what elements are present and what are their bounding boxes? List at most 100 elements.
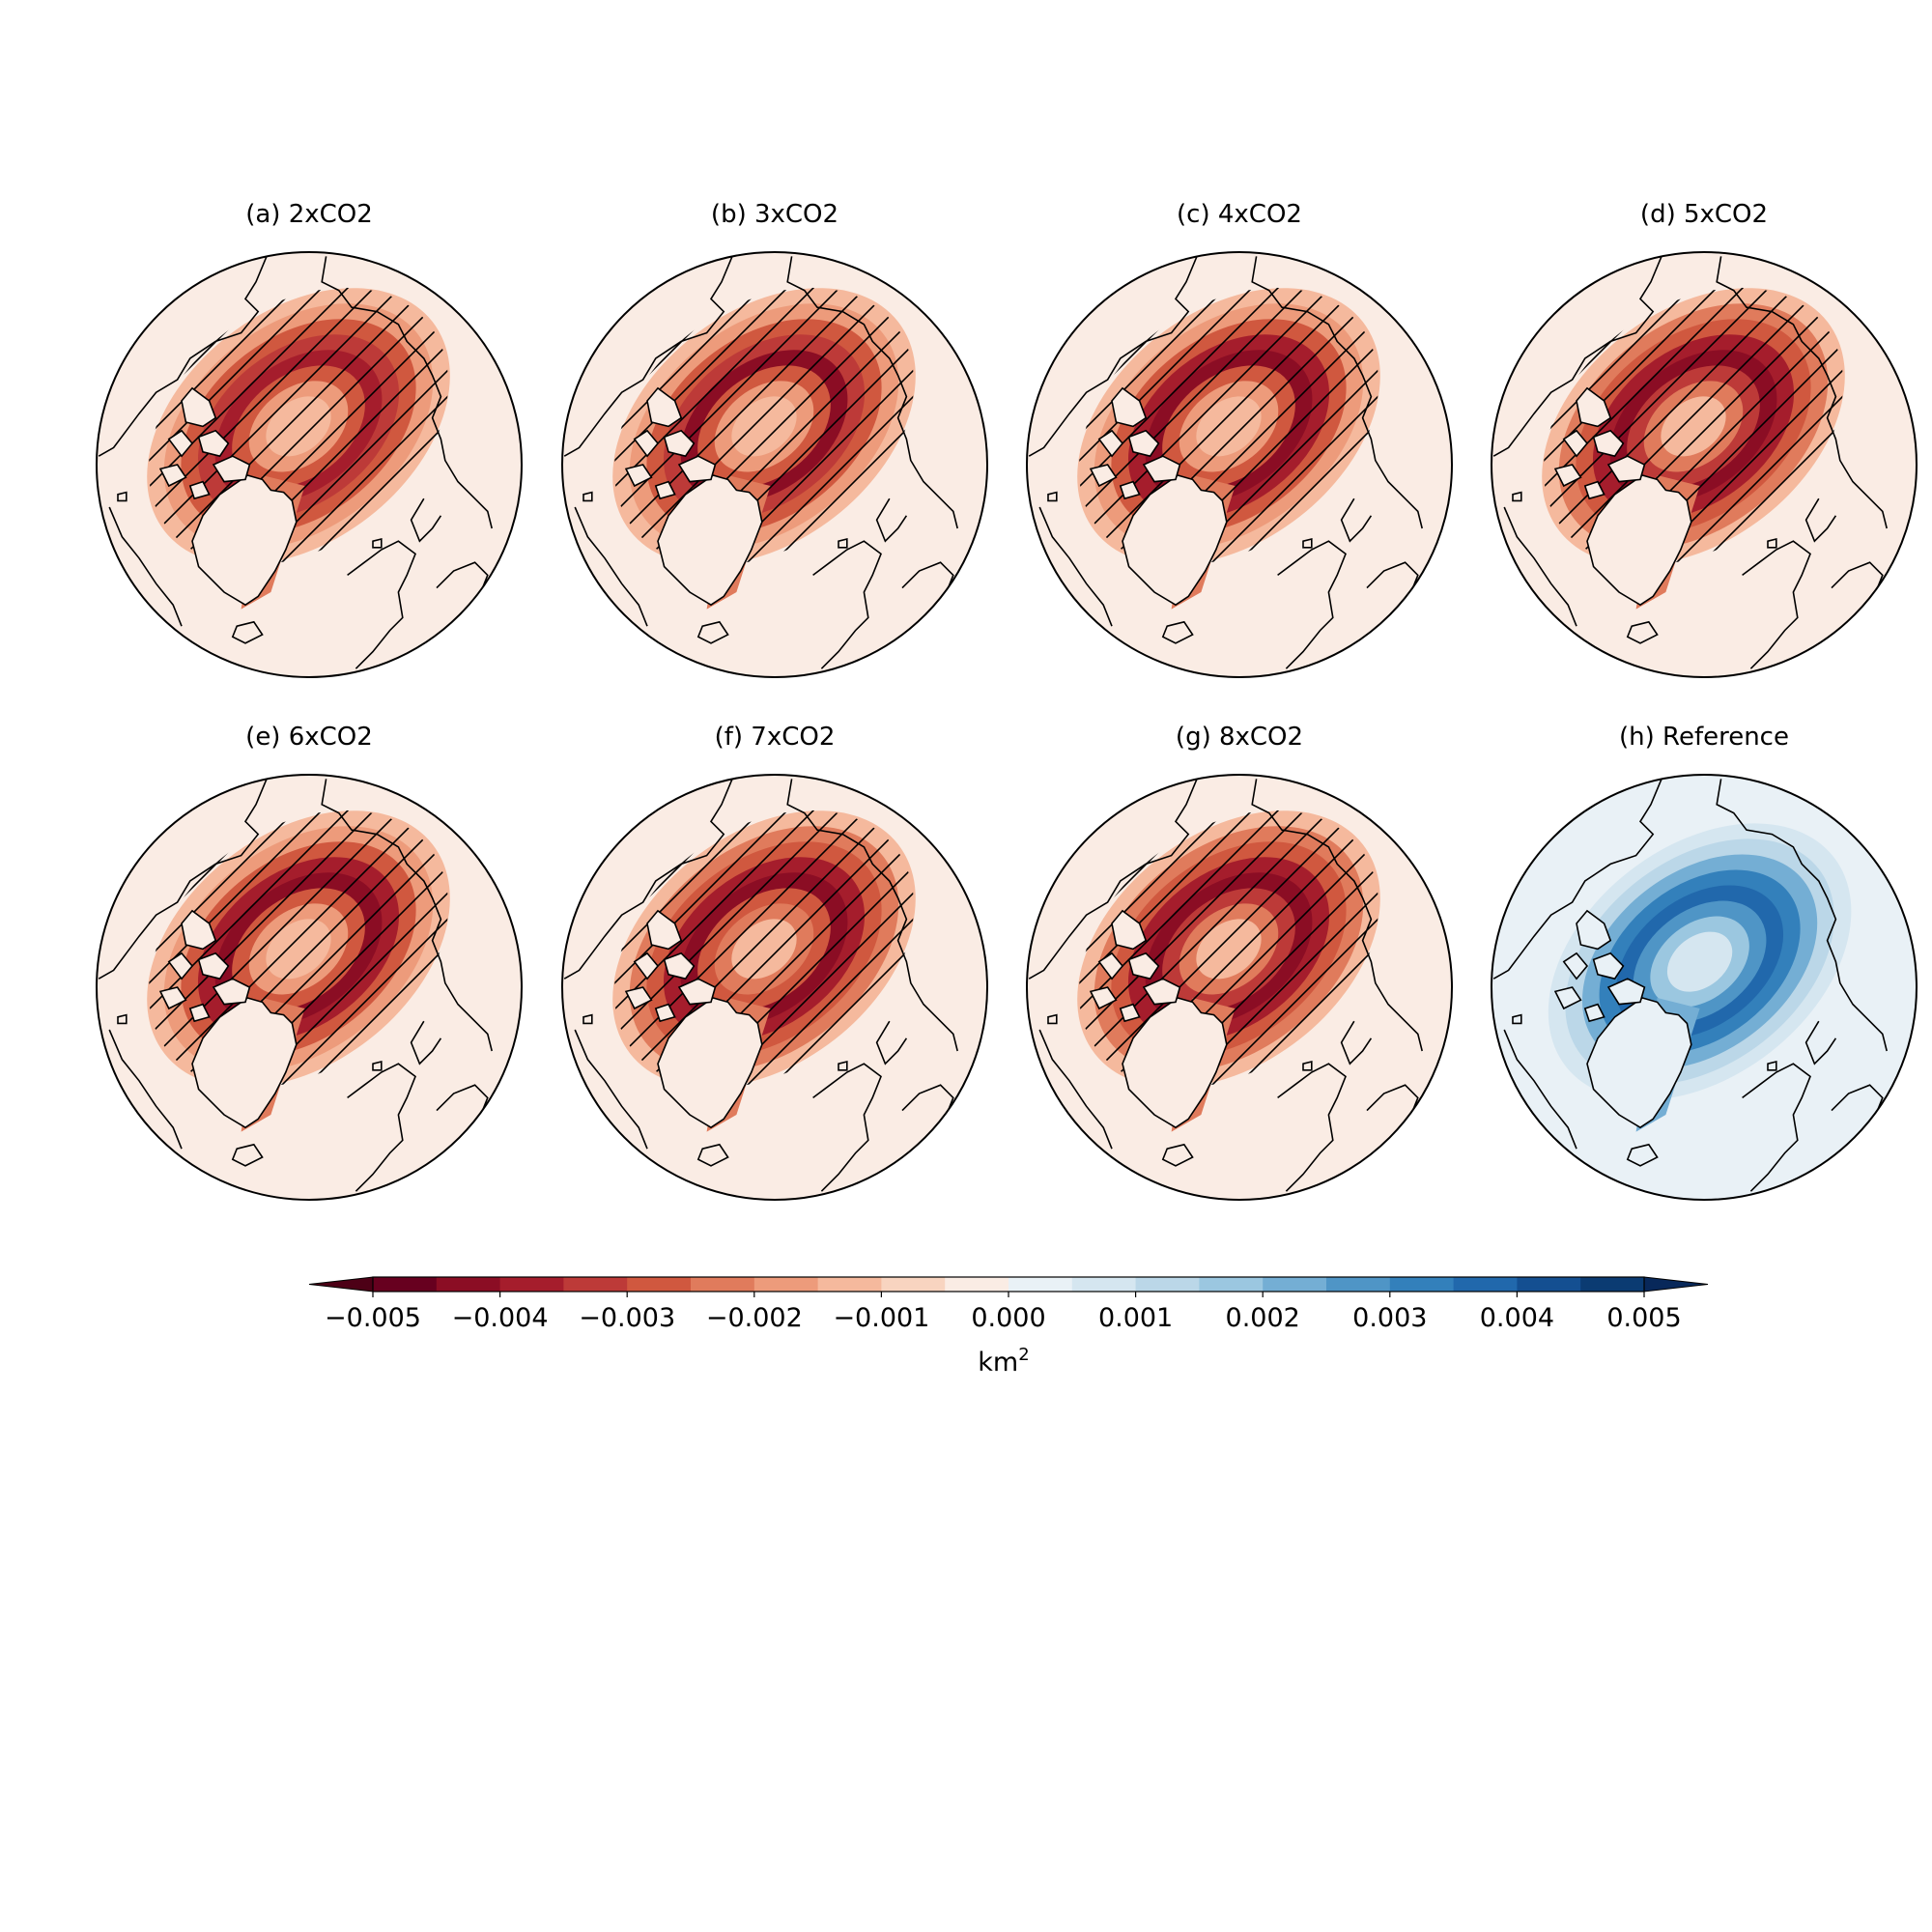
coastline — [1028, 256, 1198, 457]
coastline — [347, 1063, 416, 1192]
island-outline — [633, 952, 660, 980]
coastline — [347, 540, 416, 669]
panel-title: (g) 8xCO2 — [1176, 723, 1303, 752]
island-outline — [1089, 464, 1118, 488]
island-outline — [1562, 952, 1589, 980]
ice-field-band — [731, 396, 797, 457]
map-panels: (a) 2xCO2 (b) 3xCO2 (c) 4xCO2 (d) 5xCO2 (e) … — [96, 200, 1918, 1201]
hatch-line — [1027, 252, 1341, 623]
island-outline — [646, 386, 683, 428]
island-outline — [696, 620, 729, 644]
coastline — [563, 779, 733, 980]
panel-title: (c) 4xCO2 — [1177, 200, 1302, 229]
map-panel-c: (c) 4xCO2 — [1026, 200, 1453, 678]
map-content — [562, 775, 987, 1200]
colorbar-swatch — [499, 1277, 564, 1292]
coastlines — [98, 256, 493, 669]
coastline — [812, 540, 882, 669]
ice-field-band — [266, 919, 331, 980]
hatch-line — [97, 252, 384, 623]
island-outline — [1767, 537, 1777, 549]
island-outline — [181, 909, 217, 951]
colorbar-swatch — [563, 1277, 628, 1292]
coastline — [1492, 256, 1662, 457]
coastlines — [563, 256, 958, 669]
hatch-line — [1492, 252, 1805, 623]
colorbar: −0.005 −0.004 −0.003 −0.002 −0.001 0.000 0.001… — [308, 1276, 1709, 1378]
island-outline — [663, 952, 696, 980]
island-outline — [1592, 952, 1625, 980]
island-outline — [1767, 1060, 1777, 1071]
colorbar-tick-label: −0.003 — [579, 1303, 675, 1333]
map-boundary — [1026, 774, 1453, 1201]
map-panel-f: (f) 7xCO2 — [561, 723, 988, 1201]
island-outline — [1562, 429, 1589, 458]
island-outline — [212, 455, 251, 483]
island-outline — [1606, 455, 1646, 483]
hatch-line — [97, 252, 411, 623]
island-outline — [1512, 1013, 1522, 1025]
coastline — [1742, 540, 1811, 669]
colorbar-tick-label: 0.004 — [1480, 1303, 1554, 1333]
coastline — [1038, 1029, 1113, 1150]
island-outline — [1127, 429, 1160, 458]
colorbar-swatch — [945, 1277, 1009, 1292]
coastline — [98, 256, 268, 457]
island-outline — [1512, 491, 1522, 502]
island-outline — [1047, 491, 1058, 502]
coastline — [1742, 1063, 1811, 1192]
ice-field-band — [266, 396, 331, 457]
colorbar-tick-label: 0.002 — [1226, 1303, 1300, 1333]
island-outline — [677, 978, 717, 1006]
coastline — [1340, 1020, 1373, 1065]
coastline — [786, 779, 958, 1052]
map-boundary — [1026, 251, 1453, 678]
ice-field-band — [731, 919, 797, 980]
coastline — [1804, 1020, 1837, 1065]
colorbar-tick-label: 0.003 — [1352, 1303, 1427, 1333]
colorbar-tick-label: 0.001 — [1098, 1303, 1173, 1333]
island-outline — [158, 464, 187, 488]
island-outline — [1161, 620, 1194, 644]
island-outline — [372, 1060, 383, 1071]
colorbar-swatch — [1453, 1277, 1518, 1292]
island-outline — [181, 386, 217, 428]
island-outline — [1626, 1143, 1659, 1167]
coastline — [1340, 497, 1373, 543]
hatch-line — [1027, 775, 1341, 1146]
map-boundary — [561, 774, 988, 1201]
coastline — [574, 1029, 648, 1150]
coastline — [108, 1029, 183, 1150]
colorbar-swatch — [753, 1277, 819, 1292]
island-outline — [158, 986, 187, 1010]
island-outline — [1583, 480, 1605, 500]
greenland-outline — [1122, 474, 1228, 607]
colorbar-tick-label: −0.002 — [706, 1303, 803, 1333]
map-content — [1492, 775, 1917, 1200]
island-outline — [1119, 1003, 1141, 1023]
map-boundary — [96, 774, 523, 1201]
island-outline — [212, 978, 251, 1006]
greenland-outline — [1122, 997, 1228, 1129]
island-outline — [1302, 1060, 1313, 1071]
coastlines — [1492, 779, 1888, 1192]
map-content — [1027, 775, 1452, 1200]
colorbar-swatch — [436, 1277, 501, 1292]
coastline — [1804, 497, 1837, 543]
map-content — [562, 252, 987, 677]
colorbar-swatch — [1199, 1277, 1264, 1292]
island-outline — [1553, 464, 1582, 488]
greenland-outline — [657, 997, 763, 1129]
coastline — [875, 497, 908, 543]
island-outline — [1606, 978, 1646, 1006]
island-outline — [167, 952, 194, 980]
coastline — [563, 256, 733, 457]
coastline — [1503, 1029, 1577, 1150]
colorbar-tick-label: −0.005 — [325, 1303, 421, 1333]
island-outline — [1127, 952, 1160, 980]
island-outline — [231, 620, 264, 644]
colorbar-swatch — [881, 1277, 946, 1292]
island-outline — [663, 429, 696, 458]
island-outline — [1161, 1143, 1194, 1167]
